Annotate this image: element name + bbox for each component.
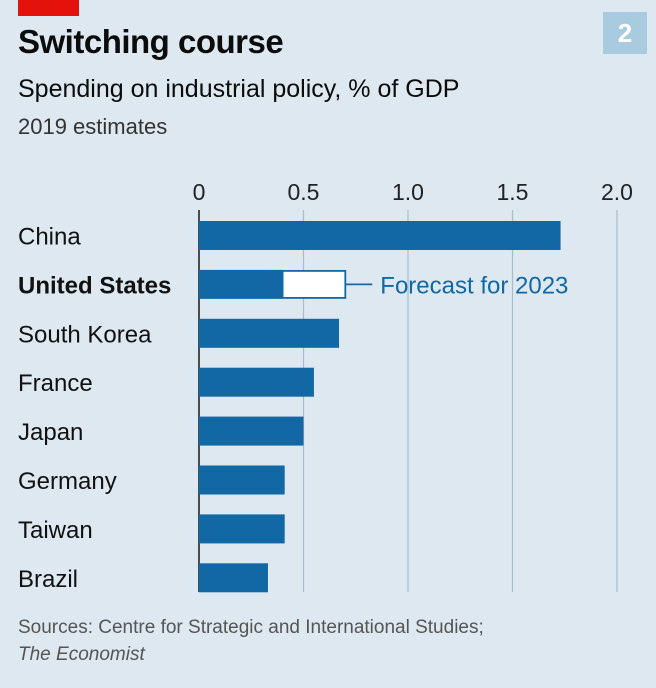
bar — [199, 563, 268, 593]
bar — [199, 221, 561, 250]
category-label: United States — [18, 272, 171, 299]
chart-note: 2019 estimates — [18, 114, 168, 139]
category-label: Brazil — [18, 566, 78, 593]
forecast-label: Forecast for 2023 — [380, 272, 568, 299]
chart-number-badge: 2 — [603, 12, 647, 54]
category-label: South Korea — [18, 321, 152, 348]
x-tick-label: 1.0 — [392, 179, 424, 205]
category-label: China — [18, 224, 81, 251]
bar — [199, 416, 304, 446]
brand-red-tag — [18, 0, 79, 16]
bar — [199, 367, 314, 397]
bar — [199, 514, 285, 544]
category-label: Japan — [18, 419, 83, 446]
x-tick-label: 0 — [193, 179, 206, 205]
x-tick-label: 0.5 — [288, 179, 320, 205]
forecast-bar — [281, 269, 347, 299]
chart-title: Switching course — [18, 23, 284, 60]
source-publication: The Economist — [18, 644, 145, 665]
bar — [199, 465, 285, 495]
x-tick-label: 2.0 — [601, 179, 633, 205]
category-label: Taiwan — [18, 517, 93, 544]
source-line: Sources: Centre for Strategic and Intern… — [18, 617, 484, 638]
bar — [199, 318, 340, 348]
source-note: Sources: Centre for Strategic and Intern… — [18, 614, 484, 668]
category-label: Germany — [18, 468, 117, 495]
chart-subtitle: Spending on industrial policy, % of GDP — [18, 75, 460, 103]
bar — [199, 269, 283, 299]
x-tick-label: 1.5 — [497, 179, 529, 205]
category-label: France — [18, 370, 93, 397]
